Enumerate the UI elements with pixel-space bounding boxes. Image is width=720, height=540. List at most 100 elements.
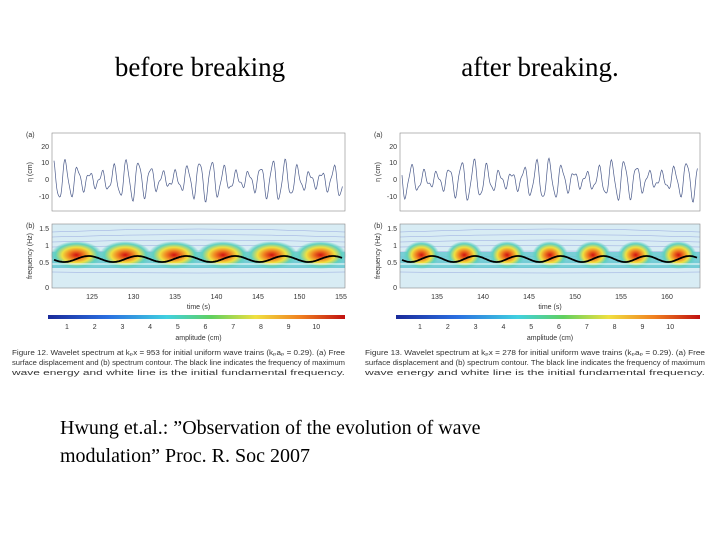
tick-label: 0 bbox=[45, 177, 49, 184]
tick-label: -10 bbox=[387, 194, 397, 201]
tick-label: 140 bbox=[477, 294, 489, 301]
caption: surface displacement and (b) spectrum co… bbox=[365, 360, 705, 367]
tick-label: 3 bbox=[474, 324, 478, 331]
tick-label: 7 bbox=[585, 324, 589, 331]
citation: modulation” Proc. R. Soc 2007 bbox=[60, 445, 310, 467]
tick-label: 140 bbox=[211, 294, 223, 301]
spectrum-peak bbox=[660, 241, 697, 269]
tick-label: 150 bbox=[569, 294, 581, 301]
axis-label: amplitude (cm) bbox=[527, 335, 573, 342]
contour bbox=[399, 239, 701, 243]
tick-label: 9 bbox=[640, 324, 644, 331]
tick-label: 10 bbox=[41, 160, 49, 167]
tick-label: 20 bbox=[41, 144, 49, 151]
tick-label: -10 bbox=[39, 194, 49, 201]
tick-label: 0.5 bbox=[387, 260, 397, 267]
colorbar bbox=[48, 315, 345, 319]
contour bbox=[399, 271, 701, 274]
tick-label: 135 bbox=[431, 294, 443, 301]
panel-label: (b) bbox=[374, 223, 383, 230]
tick-label: 0 bbox=[393, 177, 397, 184]
tick-label: 6 bbox=[204, 324, 208, 331]
peak-line bbox=[401, 255, 698, 263]
tick-label: 7 bbox=[231, 324, 235, 331]
panel-label: (a) bbox=[26, 132, 35, 139]
tick-label: 4 bbox=[501, 324, 505, 331]
tick-label: 1 bbox=[418, 324, 422, 331]
axis-label: η (cm) bbox=[375, 162, 382, 182]
spectrum-peak bbox=[446, 241, 483, 269]
heading-right: after breaking. bbox=[461, 52, 618, 82]
panel-frame bbox=[399, 132, 701, 212]
tick-label: 3 bbox=[120, 324, 124, 331]
spectrum-peak bbox=[196, 241, 249, 269]
caption: Figure 13. Wavelet spectrum at kₚx = 278… bbox=[365, 350, 705, 357]
peak-line bbox=[53, 255, 343, 263]
panel-label: (a) bbox=[374, 132, 383, 139]
spectrum-peak bbox=[403, 241, 440, 269]
tick-label: 130 bbox=[128, 294, 140, 301]
tick-label: 135 bbox=[169, 294, 181, 301]
wave-trace bbox=[401, 157, 698, 203]
tick-label: 5 bbox=[176, 324, 180, 331]
caption: Figure 12. Wavelet spectrum at kₚx = 953… bbox=[12, 350, 345, 357]
panel-frame bbox=[399, 223, 701, 289]
spectrum-peak bbox=[574, 241, 611, 269]
tick-label: 8 bbox=[259, 324, 263, 331]
tick-label: 145 bbox=[523, 294, 535, 301]
citation: Hwung et.al.: ”Observation of the evolut… bbox=[60, 417, 481, 439]
tick-label: 0 bbox=[393, 285, 397, 292]
tick-label: 8 bbox=[613, 324, 617, 331]
axis-label: frequency (Hz) bbox=[27, 233, 34, 279]
colorbar bbox=[396, 315, 700, 319]
tick-label: 1 bbox=[393, 243, 397, 250]
spectrum-peak bbox=[489, 241, 526, 269]
caption: wave energy and white line is the initia… bbox=[363, 370, 705, 377]
tick-label: 1 bbox=[45, 243, 49, 250]
tick-label: 2 bbox=[93, 324, 97, 331]
tick-label: 155 bbox=[335, 294, 347, 301]
contour bbox=[51, 239, 346, 243]
wave-trace bbox=[53, 158, 343, 203]
spectrum-peak bbox=[532, 241, 568, 269]
contour bbox=[51, 228, 346, 233]
tick-label: 1.5 bbox=[39, 226, 49, 233]
contour bbox=[399, 228, 701, 233]
spectrum-peak bbox=[245, 241, 298, 269]
tick-label: 1 bbox=[65, 324, 69, 331]
tick-label: 5 bbox=[529, 324, 533, 331]
panel-label: (b) bbox=[26, 223, 35, 230]
contour bbox=[51, 234, 346, 238]
contour bbox=[51, 271, 346, 274]
tick-label: 0.5 bbox=[39, 260, 49, 267]
panel-frame bbox=[51, 132, 346, 212]
caption: surface displacement and (b) spectrum co… bbox=[12, 360, 345, 367]
tick-label: 160 bbox=[661, 294, 673, 301]
tick-label: 145 bbox=[252, 294, 264, 301]
axis-label: η (cm) bbox=[27, 162, 34, 182]
tick-label: 10 bbox=[312, 324, 320, 331]
tick-label: 125 bbox=[86, 294, 98, 301]
tick-label: 0 bbox=[45, 285, 49, 292]
axis-label: time (s) bbox=[538, 304, 561, 311]
tick-label: 4 bbox=[148, 324, 152, 331]
contour bbox=[399, 234, 701, 238]
spectrum-peak bbox=[50, 241, 103, 269]
heading-left: before breaking bbox=[115, 52, 285, 82]
tick-label: 9 bbox=[287, 324, 291, 331]
panel-frame bbox=[51, 223, 346, 289]
spectrum-peak bbox=[294, 241, 347, 269]
tick-label: 6 bbox=[557, 324, 561, 331]
tick-label: 10 bbox=[389, 160, 397, 167]
tick-label: 1.5 bbox=[387, 226, 397, 233]
axis-label: time (s) bbox=[187, 304, 210, 311]
tick-label: 155 bbox=[615, 294, 627, 301]
spectrum-peak bbox=[148, 241, 201, 269]
spectrum-peak bbox=[617, 241, 654, 269]
caption: wave energy and white line is the initia… bbox=[10, 370, 345, 377]
tick-label: 150 bbox=[294, 294, 306, 301]
tick-label: 20 bbox=[389, 144, 397, 151]
spectrum-peak bbox=[99, 241, 152, 269]
